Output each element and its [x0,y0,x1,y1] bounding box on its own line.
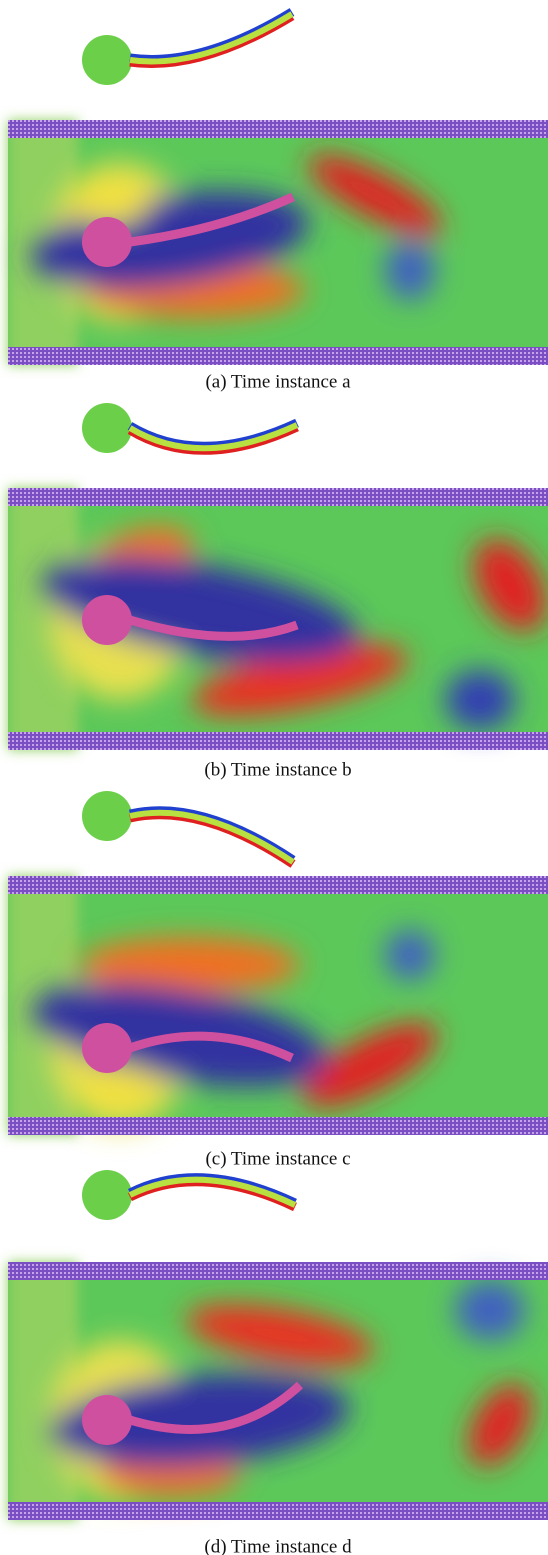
vortex [385,240,435,300]
cylinder [82,35,132,85]
wall [8,120,548,138]
flow-field [8,488,548,750]
caption: (c) Time instance c [205,1148,350,1169]
cylinder [82,791,132,841]
wall [8,1117,548,1135]
caption: (d) Time instance d [204,1536,352,1555]
beam-sketch [82,403,297,453]
beam-sketch [82,791,293,864]
panel: (c) Time instance c [8,791,548,1169]
caption: (a) Time instance a [205,371,351,392]
cylinder [82,217,132,267]
cylinder [82,1170,132,1220]
wall [8,488,548,506]
beam-sketch [82,12,292,85]
vortex [445,670,515,730]
vortex [80,1065,160,1115]
flow-field [8,120,548,365]
cylinder [82,595,132,645]
panel: (d) Time instance d [8,1170,548,1555]
cylinder [82,1023,132,1073]
wall [8,1502,548,1520]
flow-field [8,1262,548,1520]
vortex [455,1280,525,1340]
panel: (b) Time instance b [8,403,548,780]
wall [8,876,548,894]
vortex [385,930,435,980]
cylinder [82,403,132,453]
figure: (a) Time instance a (b) Time instance b (c… [0,0,548,1555]
caption: (b) Time instance b [204,759,351,780]
wall [8,347,548,365]
beam [130,813,293,862]
flow-field [8,876,548,1135]
beam-sketch [82,1170,295,1220]
wall [8,1262,548,1280]
cylinder [82,1395,132,1445]
wall [8,732,548,750]
panel: (a) Time instance a [8,12,548,392]
